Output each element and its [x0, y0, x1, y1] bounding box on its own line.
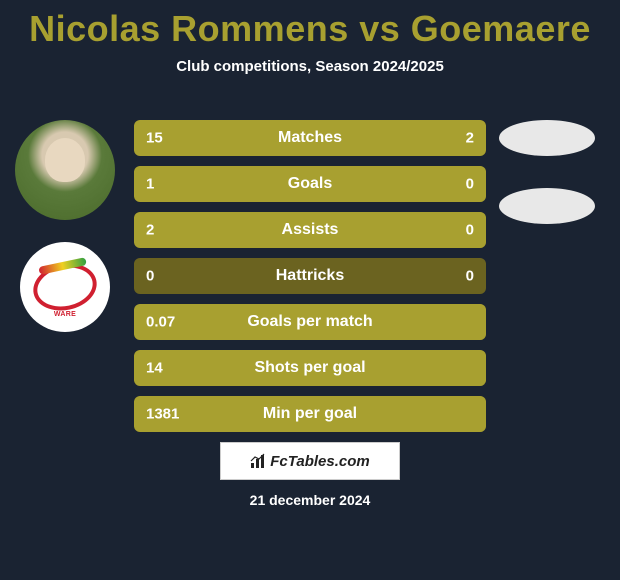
bar-value-left: 1381 — [146, 406, 179, 423]
bar-label: Min per goal — [134, 405, 486, 423]
stat-bar-min-per-goal: Min per goal1381 — [134, 396, 486, 432]
stats-bars: Matches152Goals10Assists20Hattricks00Goa… — [134, 120, 486, 432]
header: Nicolas Rommens vs Goemaere Club competi… — [0, 0, 620, 75]
watermark-text: FcTables.com — [270, 453, 369, 470]
bar-value-right: 2 — [466, 130, 474, 147]
bar-label: Goals — [134, 175, 486, 193]
page-subtitle: Club competitions, Season 2024/2025 — [0, 58, 620, 75]
right-player-column — [492, 120, 602, 224]
stat-bar-goals: Goals1 0 — [134, 166, 486, 202]
bar-label: Goals per match — [134, 313, 486, 331]
bar-value-right: 0 — [466, 222, 474, 239]
bar-label: Shots per goal — [134, 359, 486, 377]
chart-icon — [250, 453, 266, 469]
stat-bar-matches: Matches15 2 — [134, 120, 486, 156]
player-left-avatar — [15, 120, 115, 220]
bar-value-right: 0 — [466, 268, 474, 285]
bar-value-left: 0.07 — [146, 314, 175, 331]
footer-date: 21 december 2024 — [0, 492, 620, 508]
club-logo-ellipse — [29, 258, 101, 316]
player-right-avatar-placeholder — [499, 120, 595, 156]
stat-bar-goals-per-match: Goals per match0.07 — [134, 304, 486, 340]
stat-bar-shots-per-goal: Shots per goal14 — [134, 350, 486, 386]
club-logo-text: WARE — [54, 311, 76, 318]
player-left-club-logo: WARE — [20, 242, 110, 332]
bar-value-left: 2 — [146, 222, 154, 239]
player-right-club-placeholder — [499, 188, 595, 224]
bar-value-left: 14 — [146, 360, 163, 377]
bar-value-left: 1 — [146, 176, 154, 193]
bar-label: Hattricks — [134, 267, 486, 285]
page-title: Nicolas Rommens vs Goemaere — [0, 8, 620, 50]
left-player-column: WARE — [10, 120, 120, 332]
bar-value-left: 0 — [146, 268, 154, 285]
bar-label: Matches — [134, 129, 486, 147]
watermark[interactable]: FcTables.com — [220, 442, 400, 480]
bar-label: Assists — [134, 221, 486, 239]
bar-value-right: 0 — [466, 176, 474, 193]
stat-bar-hattricks: Hattricks0 0 — [134, 258, 486, 294]
stat-bar-assists: Assists2 0 — [134, 212, 486, 248]
bar-value-left: 15 — [146, 130, 163, 147]
